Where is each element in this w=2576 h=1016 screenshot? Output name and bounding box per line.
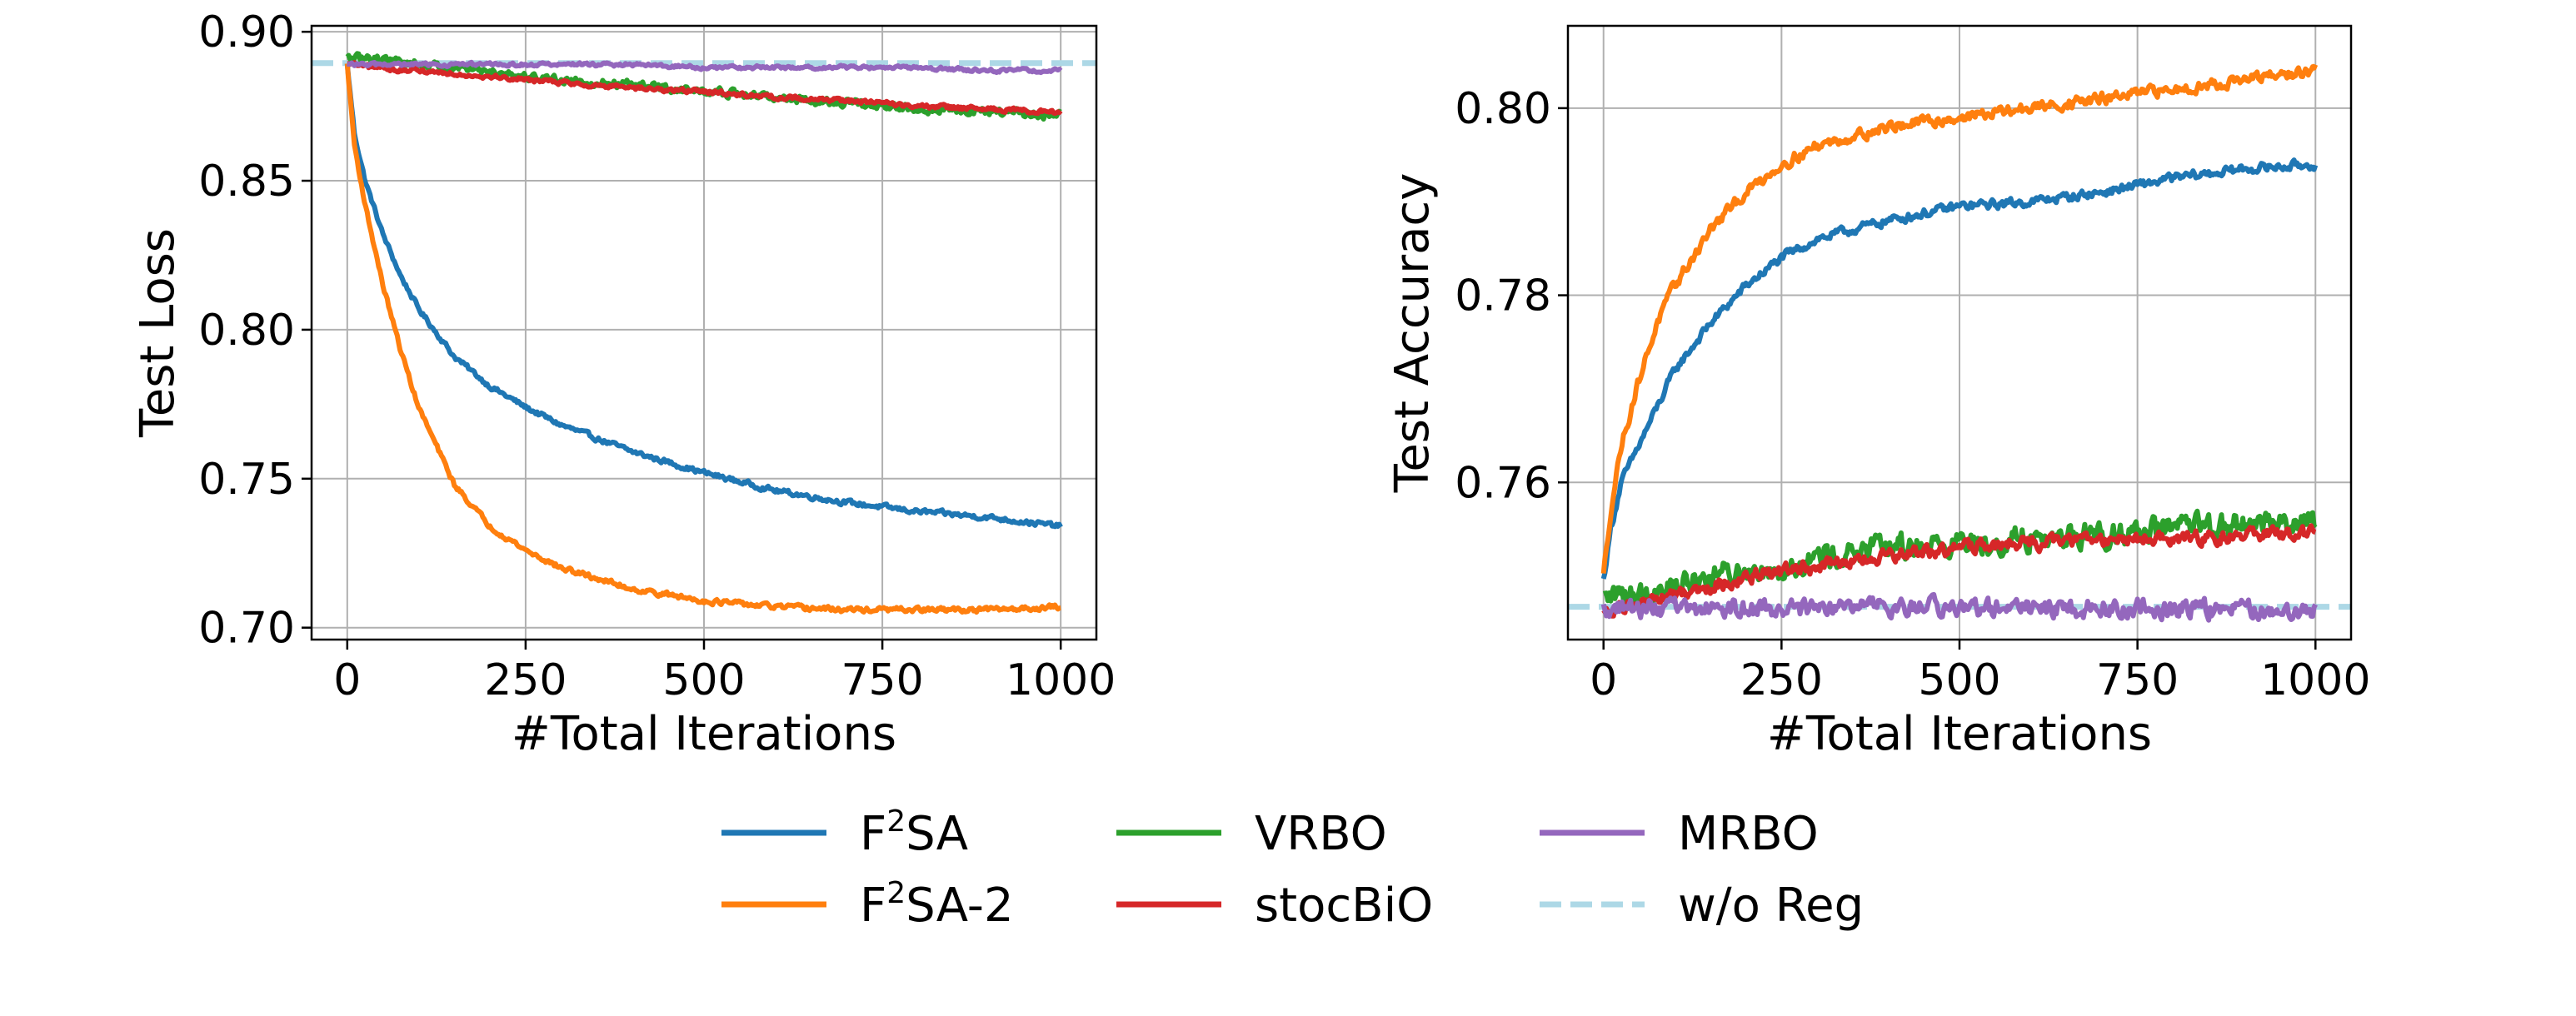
accuracy-ytick-label-0-78: 0.78 <box>1455 271 1551 321</box>
loss-ytick-label-0-75: 0.75 <box>198 455 295 505</box>
loss-series-mrbo <box>346 59 1063 76</box>
loss-xtick-label-250: 250 <box>484 655 567 705</box>
accuracy-series-mrbo <box>1600 591 2318 623</box>
accuracy-y-axis-label: Test Accuracy <box>1385 173 1440 494</box>
test-accuracy-panel: 0 250 500 750 1000 0.76 0.78 0.80 #Total Iterati… <box>1385 24 2370 761</box>
loss-series-f2sa-2 <box>344 63 1062 615</box>
accuracy-xtick-label-0: 0 <box>1590 655 1617 705</box>
accuracy-xtick-label-250: 250 <box>1740 655 1823 705</box>
accuracy-series-stocbio <box>1601 523 2317 619</box>
loss-y-axis-label: Test Loss <box>131 228 185 438</box>
accuracy-xtick-label-500: 500 <box>1918 655 2000 705</box>
legend-item-vrbo: VRBO <box>1116 807 1387 861</box>
loss-ytick-label-0-85: 0.85 <box>198 157 295 207</box>
accuracy-series-vrbo <box>1602 508 2318 608</box>
loss-xtick-label-0: 0 <box>333 655 361 705</box>
accuracy-xtick-label-750: 750 <box>2096 655 2179 705</box>
loss-ytick-label-0-7: 0.70 <box>198 604 295 654</box>
accuracy-series-f2sa <box>1600 157 2319 580</box>
legend-label-mrbo: MRBO <box>1678 807 1819 861</box>
loss-series-f2sa <box>344 63 1063 530</box>
accuracy-ytick-label-0-8: 0.80 <box>1455 84 1551 134</box>
legend-item-wo-reg: w/o Reg <box>1540 879 1864 933</box>
legend-label-wo-reg: w/o Reg <box>1678 879 1864 933</box>
test-loss-panel: 0 250 500 750 1000 0.70 0.75 0.80 0.85 0.90 #Total… <box>131 7 1116 761</box>
legend-item-f2sa-2: F2SA-2 <box>721 876 1014 933</box>
accuracy-x-axis-label: #Total Iterations <box>1767 707 2152 761</box>
legend-label-stocbio: stocBiO <box>1255 879 1433 933</box>
legend-label-vrbo: VRBO <box>1255 807 1387 861</box>
legend-label-f2sa-2: F2SA-2 <box>860 876 1014 933</box>
loss-x-axis-label: #Total Iterations <box>512 707 896 761</box>
legend: F2SA VRBO MRBO F2SA-2 stocBiO w/o Reg <box>721 804 1864 933</box>
loss-xtick-label-500: 500 <box>662 655 745 705</box>
accuracy-ytick-label-0-76: 0.76 <box>1455 458 1551 508</box>
accuracy-xtick-label-1000: 1000 <box>2260 655 2370 705</box>
loss-ytick-label-0-8: 0.80 <box>198 306 295 356</box>
legend-item-stocbio: stocBiO <box>1116 879 1433 933</box>
accuracy-series-f2sa-2 <box>1600 63 2319 574</box>
loss-series-stocbio <box>346 60 1063 117</box>
legend-item-mrbo: MRBO <box>1540 807 1819 861</box>
legend-item-f2sa: F2SA <box>721 804 968 861</box>
legend-label-f2sa: F2SA <box>860 804 968 861</box>
loss-xtick-label-1000: 1000 <box>1006 655 1116 705</box>
loss-ytick-label-0-9: 0.90 <box>198 7 295 57</box>
loss-xtick-label-750: 750 <box>841 655 923 705</box>
